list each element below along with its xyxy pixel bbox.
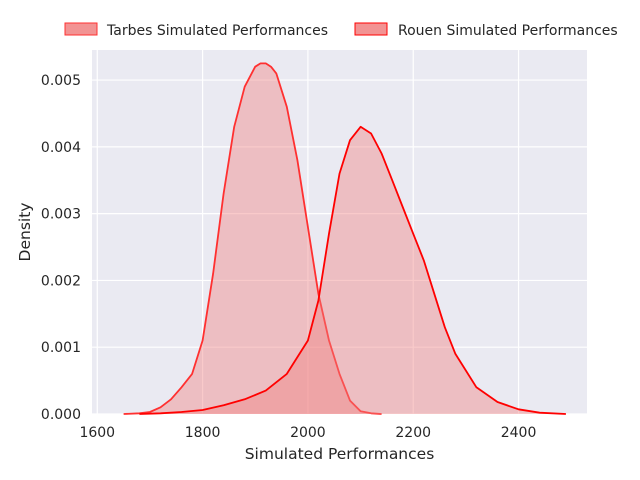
legend: Tarbes Simulated Performances Rouen Simu…: [64, 22, 618, 39]
legend-label-tarbes: Tarbes Simulated Performances: [106, 23, 328, 39]
density-line-rouen: [139, 125, 566, 415]
y-tick-label: 0.000: [41, 407, 81, 423]
y-tick-label: 0.004: [41, 140, 81, 156]
y-axis-label: Density: [16, 203, 34, 262]
y-tick-label: 0.005: [41, 73, 81, 89]
legend-label-rouen: Rouen Simulated Performances: [398, 23, 618, 39]
x-tick-label: 2000: [290, 425, 326, 441]
density-line-tarbes: [123, 62, 382, 415]
legend-swatch-tarbes: [64, 22, 98, 36]
density-fill-rouen: [139, 126, 566, 415]
x-axis-label: Simulated Performances: [245, 445, 435, 463]
legend-swatch-rouen: [354, 22, 388, 36]
x-tick-label: 2400: [501, 425, 537, 441]
y-tick-label: 0.003: [41, 207, 81, 223]
x-axis-ticks: 1600 1800 2000 2200 2400: [79, 425, 536, 441]
y-axis-ticks: 0.000 0.001 0.002 0.003 0.004 0.005: [41, 73, 81, 423]
y-tick-label: 0.002: [41, 273, 81, 289]
x-tick-label: 1600: [79, 425, 115, 441]
density-areas: [123, 62, 566, 415]
x-tick-label: 2200: [395, 425, 431, 441]
y-tick-label: 0.001: [41, 340, 81, 356]
density-fill-tarbes: [123, 63, 382, 415]
x-tick-label: 1800: [185, 425, 221, 441]
plot-area: [92, 50, 587, 414]
